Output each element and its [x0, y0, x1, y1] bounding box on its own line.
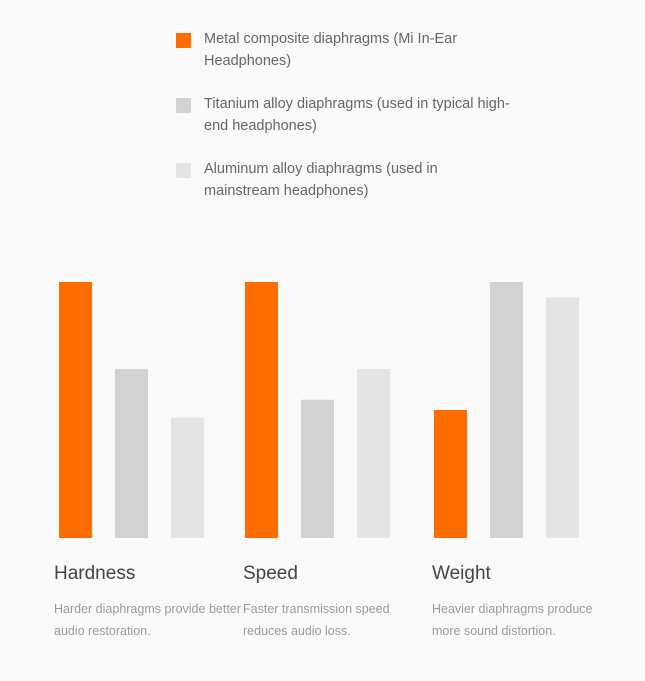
- bar-speed-titanium: [301, 399, 334, 538]
- bar-hardness-metal: [59, 282, 92, 538]
- category-desc-speed: Faster transmission speed reduces audio …: [243, 602, 390, 638]
- legend-item-titanium: Titanium alloy diaphragms (used in typic…: [176, 93, 516, 137]
- bar-speed-aluminum: [357, 369, 390, 538]
- legend-label-titanium: Titanium alloy diaphragms (used in typic…: [204, 96, 510, 134]
- bar-weight-metal: [434, 410, 467, 538]
- bar-hardness-titanium: [115, 369, 148, 538]
- category-label-hardness: Hardness: [54, 563, 136, 584]
- category-label-weight: Weight: [432, 563, 491, 584]
- legend-item-metal: Metal composite diaphragms (Mi In-Ear He…: [176, 28, 516, 72]
- legend-swatch-titanium: [176, 98, 191, 113]
- bar-speed-metal: [245, 282, 278, 538]
- legend-label-aluminum: Aluminum alloy diaphragms (used in mains…: [204, 161, 438, 199]
- bar-weight-titanium: [490, 282, 523, 538]
- bar-weight-aluminum: [546, 297, 579, 538]
- legend-swatch-metal: [176, 33, 191, 48]
- legend-swatch-aluminum: [176, 163, 191, 178]
- legend-item-aluminum: Aluminum alloy diaphragms (used in mains…: [176, 158, 516, 202]
- category-desc-hardness: Harder diaphragms provide better audio r…: [54, 602, 241, 638]
- bar-hardness-aluminum: [171, 417, 204, 538]
- category-desc-weight: Heavier diaphragms produce more sound di…: [432, 602, 593, 638]
- legend-label-metal: Metal composite diaphragms (Mi In-Ear He…: [204, 31, 458, 69]
- legend: Metal composite diaphragms (Mi In-Ear He…: [176, 28, 516, 223]
- category-label-speed: Speed: [243, 563, 298, 584]
